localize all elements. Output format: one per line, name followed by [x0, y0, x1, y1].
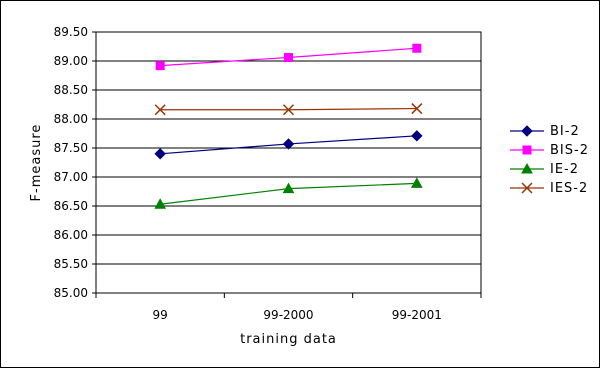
data-point-ie-2 — [410, 177, 423, 188]
y-tick-label: 87.00 — [54, 170, 88, 184]
data-point-bis-2 — [412, 43, 422, 53]
legend-item-ies-2: IES-2 — [510, 181, 588, 196]
legend-label: BI-2 — [550, 124, 580, 139]
legend-label: BIS-2 — [550, 143, 589, 158]
data-point-bi-2 — [282, 138, 295, 150]
series-lines — [154, 43, 423, 209]
data-point-ies-2 — [154, 104, 166, 116]
data-point-bis-2 — [284, 53, 293, 63]
x-marker-stroke — [282, 104, 295, 116]
data-point-bi-2 — [154, 148, 166, 160]
y-tick-label: 88.00 — [54, 112, 88, 126]
x-marker-stroke — [154, 104, 166, 116]
axes: 85.00 85.50 86.00 86.50 87.00 87.50 88.00 88.50… — [54, 25, 482, 322]
legend-marker — [522, 145, 532, 155]
legend-item-ie-2: IE-2 — [510, 162, 579, 177]
data-point-ies-2 — [282, 104, 295, 116]
y-tick-label: 88.50 — [54, 83, 88, 97]
y-tick-label: 87.50 — [54, 141, 88, 155]
x-tick-label: 99 — [153, 308, 168, 322]
legend-marker — [521, 182, 533, 194]
legend-item-bi-2: BI-2 — [510, 124, 580, 139]
y-tick-label: 89.50 — [54, 25, 88, 39]
x-tick-label: 99-2001 — [392, 308, 442, 322]
legend-marker — [521, 162, 533, 174]
x-axis-label: training data — [240, 332, 337, 347]
y-tick-label: 85.00 — [54, 286, 88, 300]
legend-marker — [521, 125, 533, 137]
data-point-bis-2 — [155, 61, 165, 71]
y-axis-label: F-measure — [29, 124, 44, 202]
y-tick-label: 85.50 — [54, 257, 88, 271]
legend-label: IE-2 — [550, 162, 579, 177]
x-marker-stroke — [521, 182, 533, 194]
x-marker-stroke — [411, 103, 423, 115]
data-point-bi-2 — [411, 130, 423, 142]
legend-item-bis-2: BIS-2 — [510, 143, 589, 158]
x-tick-label: 99-2000 — [263, 308, 313, 322]
data-point-ie-2 — [282, 182, 295, 194]
data-point-ies-2 — [411, 103, 423, 115]
y-tick-label: 89.00 — [54, 54, 88, 68]
data-point-ie-2 — [154, 198, 167, 209]
plot-area — [95, 31, 482, 294]
legend-label: IES-2 — [550, 181, 588, 196]
y-tick-label: 86.50 — [54, 199, 88, 213]
y-tick-label: 86.00 — [54, 228, 88, 242]
legend: BI-2 BIS-2 IE-2 IES-2 — [510, 124, 589, 196]
